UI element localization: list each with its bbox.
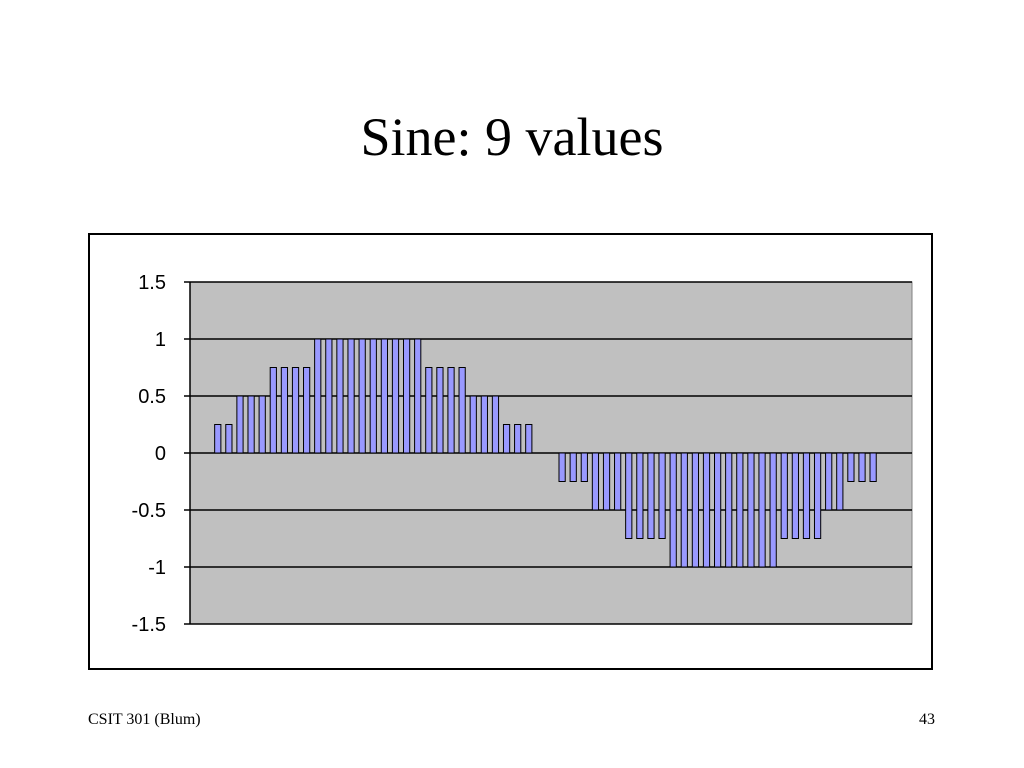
bar [602,452,611,511]
bar [391,338,400,454]
bar [725,452,733,568]
bar [658,452,666,539]
bar [791,452,799,539]
bar [380,338,388,454]
bar [447,367,455,454]
y-tick-label: 1 [155,329,166,351]
bar [680,452,688,568]
bar [269,367,277,454]
y-tick-label: -0.5 [132,500,166,522]
bar [569,452,577,482]
bar [280,367,289,454]
bar [691,452,700,568]
bar [214,424,222,454]
bar [414,338,422,454]
bar [491,395,500,454]
bar [813,452,822,539]
y-tick-label: 0 [155,443,166,465]
bar [303,367,311,454]
bar [558,452,566,482]
bar [736,452,744,568]
bar [236,395,244,454]
bar [247,395,255,454]
bar [769,452,777,568]
bar [836,452,844,511]
bar [314,338,322,454]
bar [591,452,600,511]
bar [802,452,811,539]
bar [636,452,644,539]
bar [625,452,633,539]
bar [747,452,755,568]
page-number: 43 [919,711,935,728]
bar [469,395,477,454]
bar [525,424,533,454]
bar [225,424,233,454]
y-tick-label: 0.5 [138,386,166,408]
bar [325,338,333,454]
bar [258,395,266,454]
bar [480,395,488,454]
bar [336,338,344,454]
bar [347,338,355,454]
bar [702,452,711,568]
bar [825,452,833,511]
bar [858,452,866,482]
bar [869,452,877,482]
bar [580,452,588,482]
bar [758,452,766,568]
y-tick-label: 1.5 [138,272,166,294]
bar [847,452,855,482]
bar [669,452,677,568]
bar [514,424,522,454]
bar [425,367,433,454]
bar [358,338,366,454]
bar [436,367,444,454]
bar [402,338,411,454]
y-tick-label: -1 [148,557,166,579]
bar [458,367,466,454]
bar [714,452,722,568]
bar [369,338,377,454]
footer-left: CSIT 301 (Blum) [88,711,201,728]
bar [647,452,655,539]
bar [614,452,622,511]
bar [291,367,300,454]
slide-title: Sine: 9 values [361,107,664,167]
y-tick-label: -1.5 [132,614,166,636]
bar [502,424,511,454]
bar [780,452,788,539]
